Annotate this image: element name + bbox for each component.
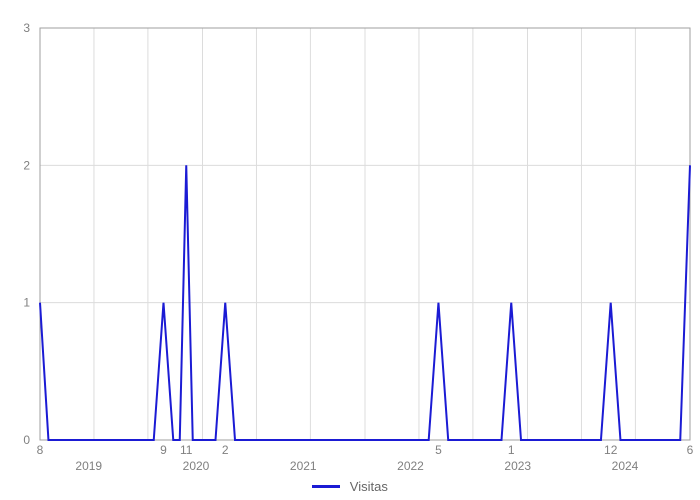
- x-point-label: 1: [508, 443, 515, 457]
- x-point-label: 11: [180, 443, 193, 457]
- x-point-label: 5: [435, 443, 442, 457]
- chart-container: Visitas 2024 de Pieter Heijs (Holanda) w…: [0, 0, 700, 500]
- x-year-label: 2024: [612, 459, 639, 473]
- line-chart: 01238911251126201920202021202220232024: [0, 0, 700, 500]
- y-tick-label: 1: [23, 296, 30, 310]
- y-tick-label: 3: [23, 21, 30, 35]
- x-point-label: 12: [604, 443, 618, 457]
- x-year-label: 2020: [183, 459, 210, 473]
- x-point-label: 8: [37, 443, 44, 457]
- legend-swatch: [312, 485, 340, 488]
- x-year-label: 2019: [75, 459, 102, 473]
- x-year-label: 2023: [504, 459, 531, 473]
- x-point-label: 2: [222, 443, 229, 457]
- legend: Visitas: [0, 478, 700, 494]
- x-year-label: 2021: [290, 459, 317, 473]
- x-year-label: 2022: [397, 459, 424, 473]
- x-point-label: 6: [687, 443, 694, 457]
- x-point-label: 9: [160, 443, 167, 457]
- y-tick-label: 2: [23, 158, 30, 172]
- y-tick-label: 0: [23, 433, 30, 447]
- legend-label: Visitas: [350, 479, 388, 494]
